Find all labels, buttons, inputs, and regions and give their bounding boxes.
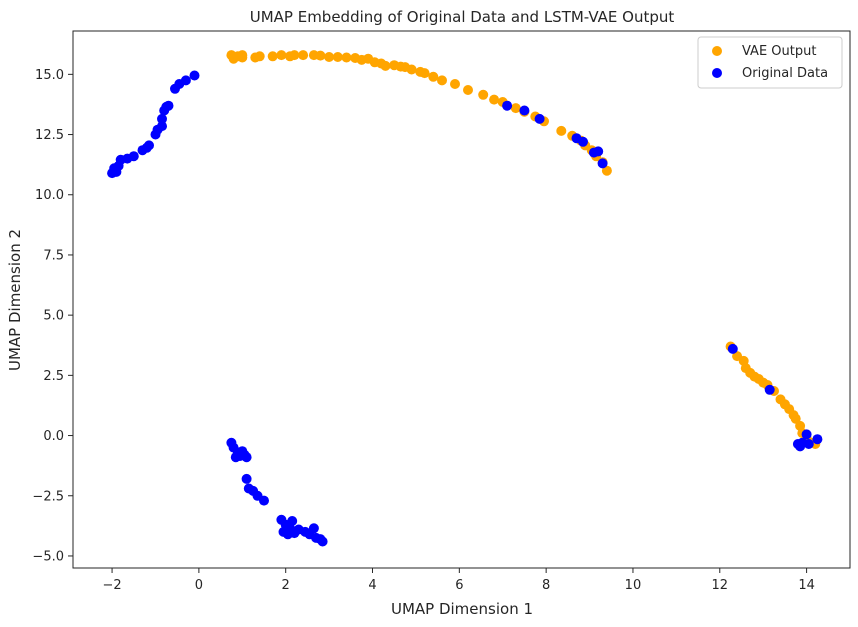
data-point [308, 523, 319, 534]
data-point [489, 94, 500, 105]
x-tick-label: 2 [282, 578, 290, 593]
x-tick-label: 14 [798, 578, 815, 593]
data-point [790, 413, 801, 424]
data-point [801, 429, 812, 440]
data-point [237, 50, 248, 61]
x-axis-ticks: −2 0 2 4 6 8 10 12 14 [102, 568, 815, 593]
data-point [593, 146, 604, 157]
x-tick-label: −2 [102, 578, 121, 593]
data-point [519, 105, 530, 116]
plot-frame [72, 30, 851, 569]
data-point [189, 70, 200, 81]
y-tick-label: 15.0 [35, 68, 64, 83]
data-point [502, 100, 513, 111]
data-point [287, 516, 298, 526]
data-point [437, 75, 447, 86]
data-point [282, 529, 293, 540]
data-point [727, 343, 738, 354]
data-point [478, 89, 489, 100]
data-point [163, 100, 174, 111]
data-point [324, 52, 335, 62]
data-point [180, 75, 191, 86]
data-point [601, 165, 612, 176]
data-point [332, 52, 343, 62]
data-point [534, 113, 545, 124]
y-tick-label: −2.5 [32, 489, 64, 504]
x-tick-label: 8 [542, 578, 550, 593]
data-point [578, 136, 588, 147]
legend-label-vae-output: VAE Output [742, 44, 816, 59]
legend-marker-vae-output [712, 46, 722, 56]
data-point [341, 52, 352, 63]
x-tick-label: 10 [625, 578, 642, 593]
data-point [419, 68, 430, 79]
data-point [144, 140, 154, 151]
data-point [764, 384, 775, 395]
data-point [317, 536, 328, 547]
data-point [298, 50, 309, 61]
legend: VAE Output Original Data [697, 36, 843, 89]
data-point [128, 151, 139, 162]
data-point [259, 495, 269, 506]
data-point [157, 121, 167, 132]
series-original-data [107, 70, 823, 547]
x-tick-label: 0 [195, 578, 203, 593]
y-tick-label: −5.0 [32, 549, 64, 564]
x-tick-label: 6 [455, 578, 463, 593]
y-axis-label: UMAP Dimension 2 [6, 229, 24, 371]
points-layer [107, 50, 823, 547]
x-tick-label: 4 [368, 578, 376, 593]
y-axis-ticks: −5.0 −2.5 0.0 2.5 5.0 7.5 10.0 12.5 15.0 [32, 68, 73, 564]
data-point [450, 79, 460, 89]
data-point [254, 51, 265, 62]
data-point [556, 125, 567, 136]
y-tick-label: 10.0 [35, 188, 64, 203]
x-axis-label: UMAP Dimension 1 [391, 600, 533, 618]
data-point [241, 452, 252, 463]
x-tick-label: 12 [712, 578, 729, 593]
legend-label-original-data: Original Data [742, 66, 828, 81]
data-point [289, 50, 300, 61]
y-tick-label: 7.5 [43, 248, 64, 263]
y-tick-label: 12.5 [35, 128, 64, 143]
data-point [803, 439, 814, 449]
data-point [812, 434, 823, 445]
legend-marker-original-data [712, 68, 722, 78]
legend-box [697, 36, 843, 89]
data-point [597, 158, 608, 169]
data-point [315, 50, 326, 61]
chart-title: UMAP Embedding of Original Data and LSTM… [250, 8, 675, 26]
y-tick-label: 0.0 [43, 429, 64, 444]
y-tick-label: 5.0 [43, 309, 64, 324]
data-point [463, 85, 473, 95]
data-point [241, 473, 252, 484]
data-point [406, 64, 417, 75]
data-point [157, 113, 167, 124]
data-point [276, 50, 287, 61]
y-tick-label: 2.5 [43, 369, 64, 384]
data-point [510, 103, 521, 114]
data-point [428, 71, 439, 82]
data-point [380, 60, 391, 71]
data-point [267, 51, 278, 62]
